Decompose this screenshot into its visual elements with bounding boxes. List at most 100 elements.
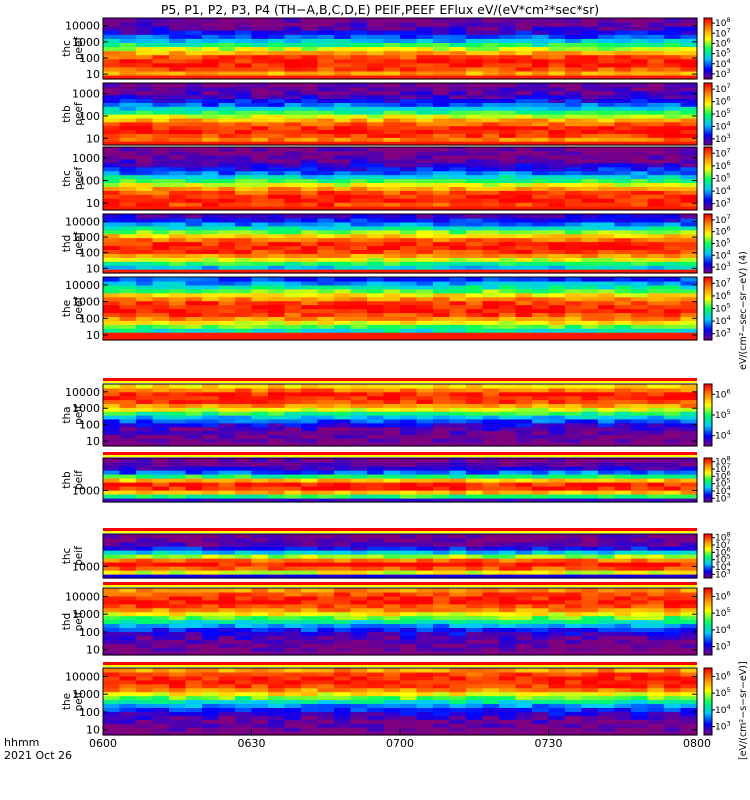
heatmap-cell <box>136 245 154 250</box>
heatmap-cell <box>680 162 698 168</box>
heatmap-cell <box>680 253 698 258</box>
heatmap-cell <box>119 86 137 92</box>
heatmap-cell <box>548 110 566 115</box>
heatmap-cell <box>598 137 616 142</box>
heatmap-cell <box>350 482 368 487</box>
heatmap-cell <box>482 430 500 435</box>
heatmap-cell <box>565 474 583 479</box>
heatmap-cell <box>119 34 137 39</box>
heatmap-cell <box>383 599 401 605</box>
heatmap-cell <box>185 603 203 609</box>
heatmap-cell <box>499 83 517 88</box>
heatmap-cell <box>268 534 286 539</box>
heatmap-cell <box>317 391 335 397</box>
heatmap-cell <box>202 125 220 131</box>
heatmap-cell <box>169 643 187 648</box>
heatmap-cell <box>482 229 500 235</box>
heatmap-cell <box>680 422 698 428</box>
heatmap-cell <box>416 265 434 270</box>
heatmap-cell <box>367 125 385 131</box>
heatmap-cell <box>218 147 236 152</box>
heatmap-cell <box>614 182 632 187</box>
heatmap-cell <box>317 117 335 123</box>
heatmap-cell <box>482 328 500 333</box>
heatmap-cell <box>235 603 253 609</box>
heatmap-cell <box>433 482 451 487</box>
heatmap-cell <box>169 719 187 724</box>
heatmap-cell <box>466 117 484 123</box>
heatmap-cell <box>647 106 665 111</box>
heatmap-cell <box>202 106 220 111</box>
heatmap-cell <box>169 74 187 80</box>
heatmap-cell <box>581 570 599 575</box>
heatmap-cell <box>235 38 253 43</box>
heatmap-cell <box>317 651 335 656</box>
heatmap-cell <box>515 186 533 191</box>
heatmap-cell <box>400 574 418 579</box>
heatmap-cell <box>664 257 682 262</box>
heatmap-cell <box>400 411 418 416</box>
heatmap-cell <box>334 599 352 605</box>
heatmap-cell <box>548 486 566 491</box>
heatmap-cell <box>317 647 335 652</box>
heatmap-cell <box>664 94 682 100</box>
heatmap-cell <box>565 26 583 31</box>
heatmap-cell <box>152 384 170 389</box>
heatmap-cell <box>581 324 599 329</box>
heatmap-cell <box>614 550 632 555</box>
heatmap-cell <box>185 462 203 467</box>
heatmap-cell <box>565 442 583 447</box>
heatmap-cell <box>664 623 682 629</box>
heatmap-cell <box>548 125 566 131</box>
heatmap-cell <box>268 611 286 617</box>
heatmap-cell <box>317 198 335 203</box>
heatmap-cell <box>548 198 566 203</box>
heatmap-cell <box>334 58 352 64</box>
heatmap-cell <box>169 265 187 270</box>
heatmap-cell <box>482 249 500 254</box>
heatmap-cell <box>185 647 203 652</box>
heatmap-cell <box>103 679 121 685</box>
heatmap-cell <box>284 631 302 636</box>
heatmap-cell <box>581 249 599 254</box>
heatmap-cell <box>235 288 253 294</box>
heatmap-cell <box>449 635 467 640</box>
heatmap-cell <box>631 98 649 103</box>
heatmap-cell <box>581 182 599 187</box>
heatmap-cell <box>565 62 583 68</box>
heatmap-cell <box>466 387 484 393</box>
heatmap-cell <box>499 288 517 294</box>
heatmap-cell <box>251 384 269 389</box>
heatmap-cell <box>251 106 269 111</box>
heatmap-cell <box>515 221 533 227</box>
heatmap-cell <box>317 316 335 321</box>
heatmap-cell <box>169 546 187 551</box>
heatmap-cell <box>284 137 302 142</box>
heatmap-cell <box>614 94 632 100</box>
heatmap-cell <box>383 474 401 479</box>
heatmap-cell <box>235 474 253 479</box>
panel-separator-yellow <box>103 665 697 667</box>
heatmap-cell <box>631 324 649 329</box>
heatmap-cell <box>169 458 187 463</box>
heatmap-cell <box>548 206 566 211</box>
heatmap-cell <box>680 562 698 567</box>
heatmap-cell <box>581 332 599 337</box>
heatmap-cell <box>152 466 170 471</box>
heatmap-cell <box>284 292 302 298</box>
heatmap-cell <box>614 411 632 416</box>
heatmap-cell <box>532 308 550 314</box>
heatmap-cell <box>482 42 500 48</box>
heatmap-cell <box>482 434 500 439</box>
heatmap-cell <box>350 627 368 632</box>
heatmap-cell <box>499 599 517 605</box>
heatmap-cell <box>548 474 566 479</box>
heatmap-cell <box>400 137 418 142</box>
heatmap-cell <box>466 202 484 207</box>
heatmap-cell <box>235 225 253 231</box>
heatmap-cell <box>301 554 319 559</box>
heatmap-cell <box>499 18 517 23</box>
heatmap-cell <box>466 284 484 290</box>
heatmap-cell <box>301 158 319 164</box>
y-tick-label: 1000 <box>72 36 100 49</box>
